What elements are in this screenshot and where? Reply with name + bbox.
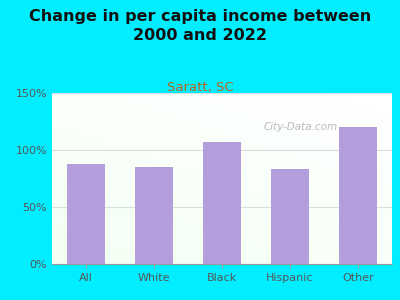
Text: Change in per capita income between
2000 and 2022: Change in per capita income between 2000… xyxy=(29,9,371,43)
Bar xyxy=(339,127,377,264)
Bar xyxy=(135,167,173,264)
Bar xyxy=(271,169,309,264)
Text: City-Data.com: City-Data.com xyxy=(263,122,337,132)
Bar xyxy=(67,164,105,264)
Text: Saratt, SC: Saratt, SC xyxy=(167,81,233,94)
Bar xyxy=(203,142,241,264)
